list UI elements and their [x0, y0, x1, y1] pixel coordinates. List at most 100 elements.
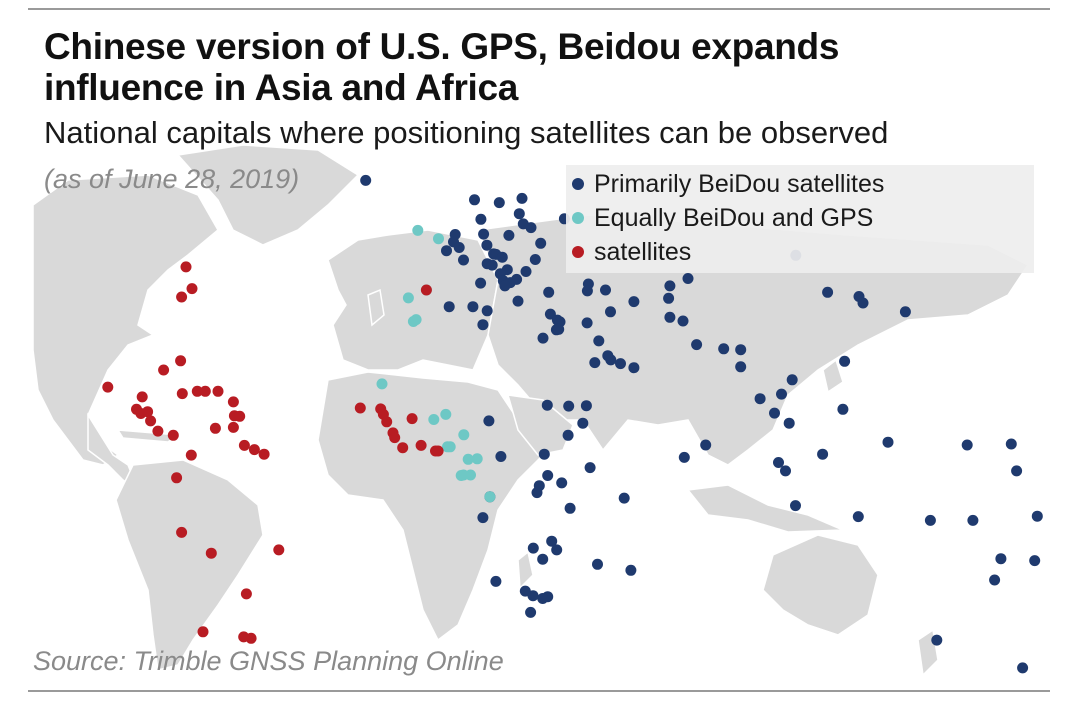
point-beidou-83 [525, 606, 537, 618]
point-beidou-34 [443, 301, 455, 313]
point-gps-31 [152, 425, 164, 437]
point-beidou-14 [441, 245, 452, 257]
point-beidou-42 [553, 323, 565, 335]
point-beidou-56 [735, 344, 747, 356]
point-beidou-94 [678, 451, 690, 463]
point-beidou-115 [961, 439, 973, 451]
point-gps-7 [199, 385, 211, 397]
point-equal-5 [407, 316, 419, 327]
point-beidou-5 [475, 213, 487, 225]
point-equal-3 [433, 233, 444, 245]
point-beidou-90 [538, 448, 550, 460]
world-map [32, 144, 1043, 677]
point-beidou-33 [467, 301, 479, 313]
point-beidou-86 [477, 512, 489, 524]
point-beidou-29 [499, 280, 511, 292]
point-beidou-21 [486, 259, 498, 271]
point-gps-43 [432, 445, 444, 457]
point-beidou-25 [529, 254, 541, 265]
point-beidou-92 [625, 564, 637, 576]
point-gps-30 [145, 415, 157, 427]
point-beidou-38 [543, 286, 555, 298]
point-beidou-118 [967, 514, 979, 526]
point-beidou-99 [783, 417, 795, 429]
point-gps-26 [102, 381, 114, 393]
point-gps-39 [397, 442, 409, 454]
land-japan [822, 358, 844, 394]
point-gps-44 [354, 402, 366, 414]
point-gps-13 [238, 439, 250, 451]
point-gps-24 [197, 626, 209, 638]
point-gps-4 [175, 355, 187, 367]
land-south-america [115, 459, 264, 671]
date-note: (as of June 28, 2019) [44, 164, 300, 194]
legend-label-gps: satellites [594, 237, 692, 266]
point-equal-2 [412, 224, 424, 236]
point-gps-6 [191, 385, 203, 397]
point-beidou-77 [527, 542, 539, 554]
point-gps-15 [258, 448, 270, 460]
point-gps-17 [185, 449, 197, 461]
legend-swatch-equal [572, 212, 584, 224]
point-equal-12 [471, 453, 483, 465]
land-british-isles [367, 288, 385, 327]
point-beidou-95 [700, 439, 712, 451]
point-beidou-8 [525, 222, 537, 234]
point-beidou-54 [691, 339, 703, 351]
point-beidou-117 [1011, 465, 1023, 477]
point-beidou-19 [496, 251, 508, 263]
point-beidou-106 [852, 511, 864, 523]
point-beidou-104 [817, 448, 829, 460]
point-beidou-84 [537, 593, 549, 604]
point-gps-36 [381, 416, 393, 428]
point-gps-14 [248, 444, 260, 456]
point-beidou-23 [520, 266, 532, 277]
land-africa [317, 371, 544, 642]
legend-label-equal: Equally BeiDou and GPS [594, 203, 874, 232]
point-gps-38 [389, 432, 401, 444]
point-beidou-65 [580, 400, 592, 412]
point-beidou-114 [882, 436, 894, 448]
point-beidou-55 [718, 343, 730, 355]
point-beidou-68 [541, 399, 553, 411]
point-beidou-32 [481, 305, 493, 317]
chart-title: Chinese version of U.S. GPS, Beidou expa… [44, 26, 840, 108]
land-greenland [176, 144, 360, 246]
point-beidou-30 [511, 273, 523, 285]
legend-item-equal: Equally BeiDou and GPS [572, 201, 873, 235]
point-beidou-63 [628, 362, 640, 374]
point-equal-8 [440, 408, 452, 420]
point-gps-23 [238, 631, 250, 643]
legend-label-beidou: Primarily BeiDou satellites [594, 169, 885, 198]
point-beidou-121 [1029, 555, 1041, 567]
point-beidou-35 [477, 319, 489, 331]
point-equal-0 [402, 292, 414, 304]
point-beidou-36 [512, 295, 524, 307]
land-madagascar [517, 550, 534, 590]
point-equal-6 [376, 378, 388, 390]
point-beidou-1 [469, 194, 480, 206]
point-beidou-88 [495, 451, 507, 462]
legend: Primarily BeiDou satellites Equally BeiD… [566, 165, 1034, 273]
point-gps-25 [273, 544, 285, 556]
point-beidou-75 [564, 502, 576, 514]
point-beidou-91 [592, 558, 603, 570]
point-beidou-116 [1005, 438, 1017, 450]
point-beidou-43 [537, 332, 549, 344]
land-southeast-asia-islands [686, 484, 844, 533]
point-beidou-44 [581, 317, 593, 329]
top-rule [28, 8, 1050, 10]
point-beidou-58 [605, 306, 616, 318]
legend-item-beidou: Primarily BeiDou satellites [572, 167, 884, 201]
point-beidou-71 [556, 477, 568, 489]
point-equal-13 [462, 453, 474, 465]
point-gps-18 [171, 472, 183, 484]
point-gps-0 [186, 283, 198, 295]
legend-swatch-beidou [572, 178, 584, 190]
point-beidou-126 [1017, 662, 1029, 674]
point-equal-7 [428, 414, 440, 425]
point-gps-45 [420, 284, 432, 296]
land-arabia [506, 394, 574, 456]
point-beidou-93 [618, 492, 630, 504]
source-note: Source: Trimble GNSS Planning Online [33, 646, 504, 676]
